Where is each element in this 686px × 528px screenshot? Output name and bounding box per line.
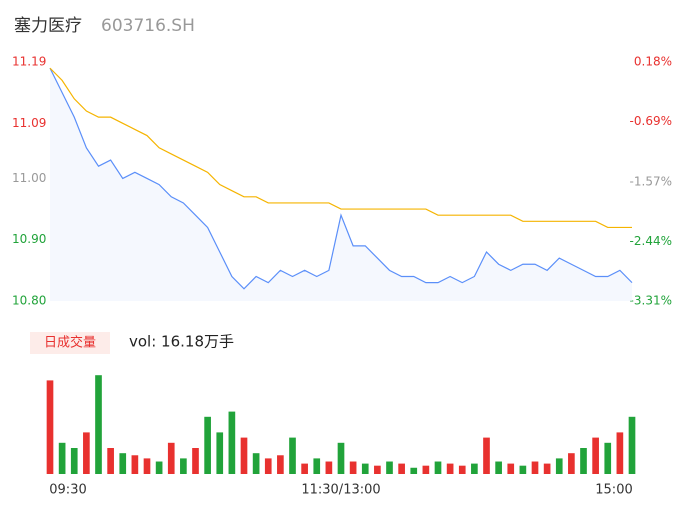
y-tick-label: 11.09 — [12, 116, 46, 130]
price-area — [50, 68, 632, 301]
volume-bar — [361, 463, 369, 474]
volume-bar — [252, 453, 260, 474]
volume-bar — [277, 455, 284, 474]
volume-bar — [155, 461, 163, 474]
volume-bar — [204, 416, 211, 474]
volume-bar — [107, 448, 114, 474]
volume-bar — [70, 448, 78, 474]
y2-tick-label: -0.69% — [630, 114, 672, 128]
volume-bar — [289, 437, 296, 474]
y2-tick-label: 0.18% — [634, 55, 672, 69]
volume-bar — [95, 375, 102, 474]
volume-bar — [604, 442, 612, 474]
volume-bar — [628, 416, 636, 474]
volume-label: vol: 16.18万手 — [129, 333, 234, 351]
x-tick-label: 15:00 — [595, 483, 632, 498]
y-tick-label: 11.19 — [12, 55, 46, 69]
volume-bar — [543, 463, 551, 474]
volume-bar — [398, 463, 405, 474]
y-tick-label: 10.90 — [12, 232, 46, 246]
legend-box — [30, 332, 110, 354]
volume-bar — [264, 458, 272, 474]
x-tick-label: 11:30/13:00 — [301, 483, 380, 498]
y2-tick-label: -3.31% — [630, 294, 672, 308]
legend: 日成交量 — [44, 335, 96, 351]
volume-bar — [519, 465, 527, 474]
volume-bar — [446, 463, 454, 474]
volume-bar — [386, 461, 393, 474]
volume-bar — [507, 463, 515, 474]
volume-bar — [192, 448, 199, 474]
volume-bar — [119, 453, 127, 474]
y-tick-label: 11.00 — [12, 171, 46, 185]
series-line — [49, 67, 633, 290]
volume-bar — [580, 448, 587, 474]
volume-bar — [46, 380, 54, 474]
volume-bar — [434, 461, 442, 474]
volume-bar — [167, 442, 175, 474]
x-tick-label: 09:30 — [49, 483, 86, 498]
volume-bar — [58, 442, 66, 474]
volume-bar — [180, 458, 187, 474]
volume-bar — [592, 437, 599, 474]
stock-code: 603716.SH — [101, 16, 195, 36]
volume-bar — [325, 461, 333, 474]
y2-tick-label: -2.44% — [630, 234, 672, 248]
volume-bar — [83, 432, 90, 474]
volume-bar — [337, 442, 345, 474]
volume-bar — [349, 461, 357, 474]
volume-bar — [458, 465, 466, 474]
volume-bar — [313, 458, 321, 474]
stock-name: 塞力医疗 — [14, 16, 82, 36]
volume-bar — [531, 461, 539, 474]
volume-bar — [410, 467, 418, 474]
y2-tick-label: -1.57% — [630, 174, 672, 188]
volume-bar — [568, 453, 575, 474]
series-line — [49, 67, 632, 229]
volume-bar — [228, 411, 236, 474]
volume-bar — [131, 455, 139, 474]
volume-bar — [495, 461, 502, 474]
volume-bar — [216, 432, 224, 474]
volume-bar — [301, 463, 308, 474]
y-tick-label: 10.80 — [12, 294, 46, 308]
volume-bar — [483, 437, 490, 474]
volume-bar — [422, 465, 430, 474]
volume-bar — [471, 463, 478, 474]
volume-bar — [555, 458, 563, 474]
volume-bar — [616, 432, 624, 474]
volume-bar — [143, 458, 151, 474]
volume-bar — [374, 465, 381, 474]
volume-bar — [240, 437, 248, 474]
